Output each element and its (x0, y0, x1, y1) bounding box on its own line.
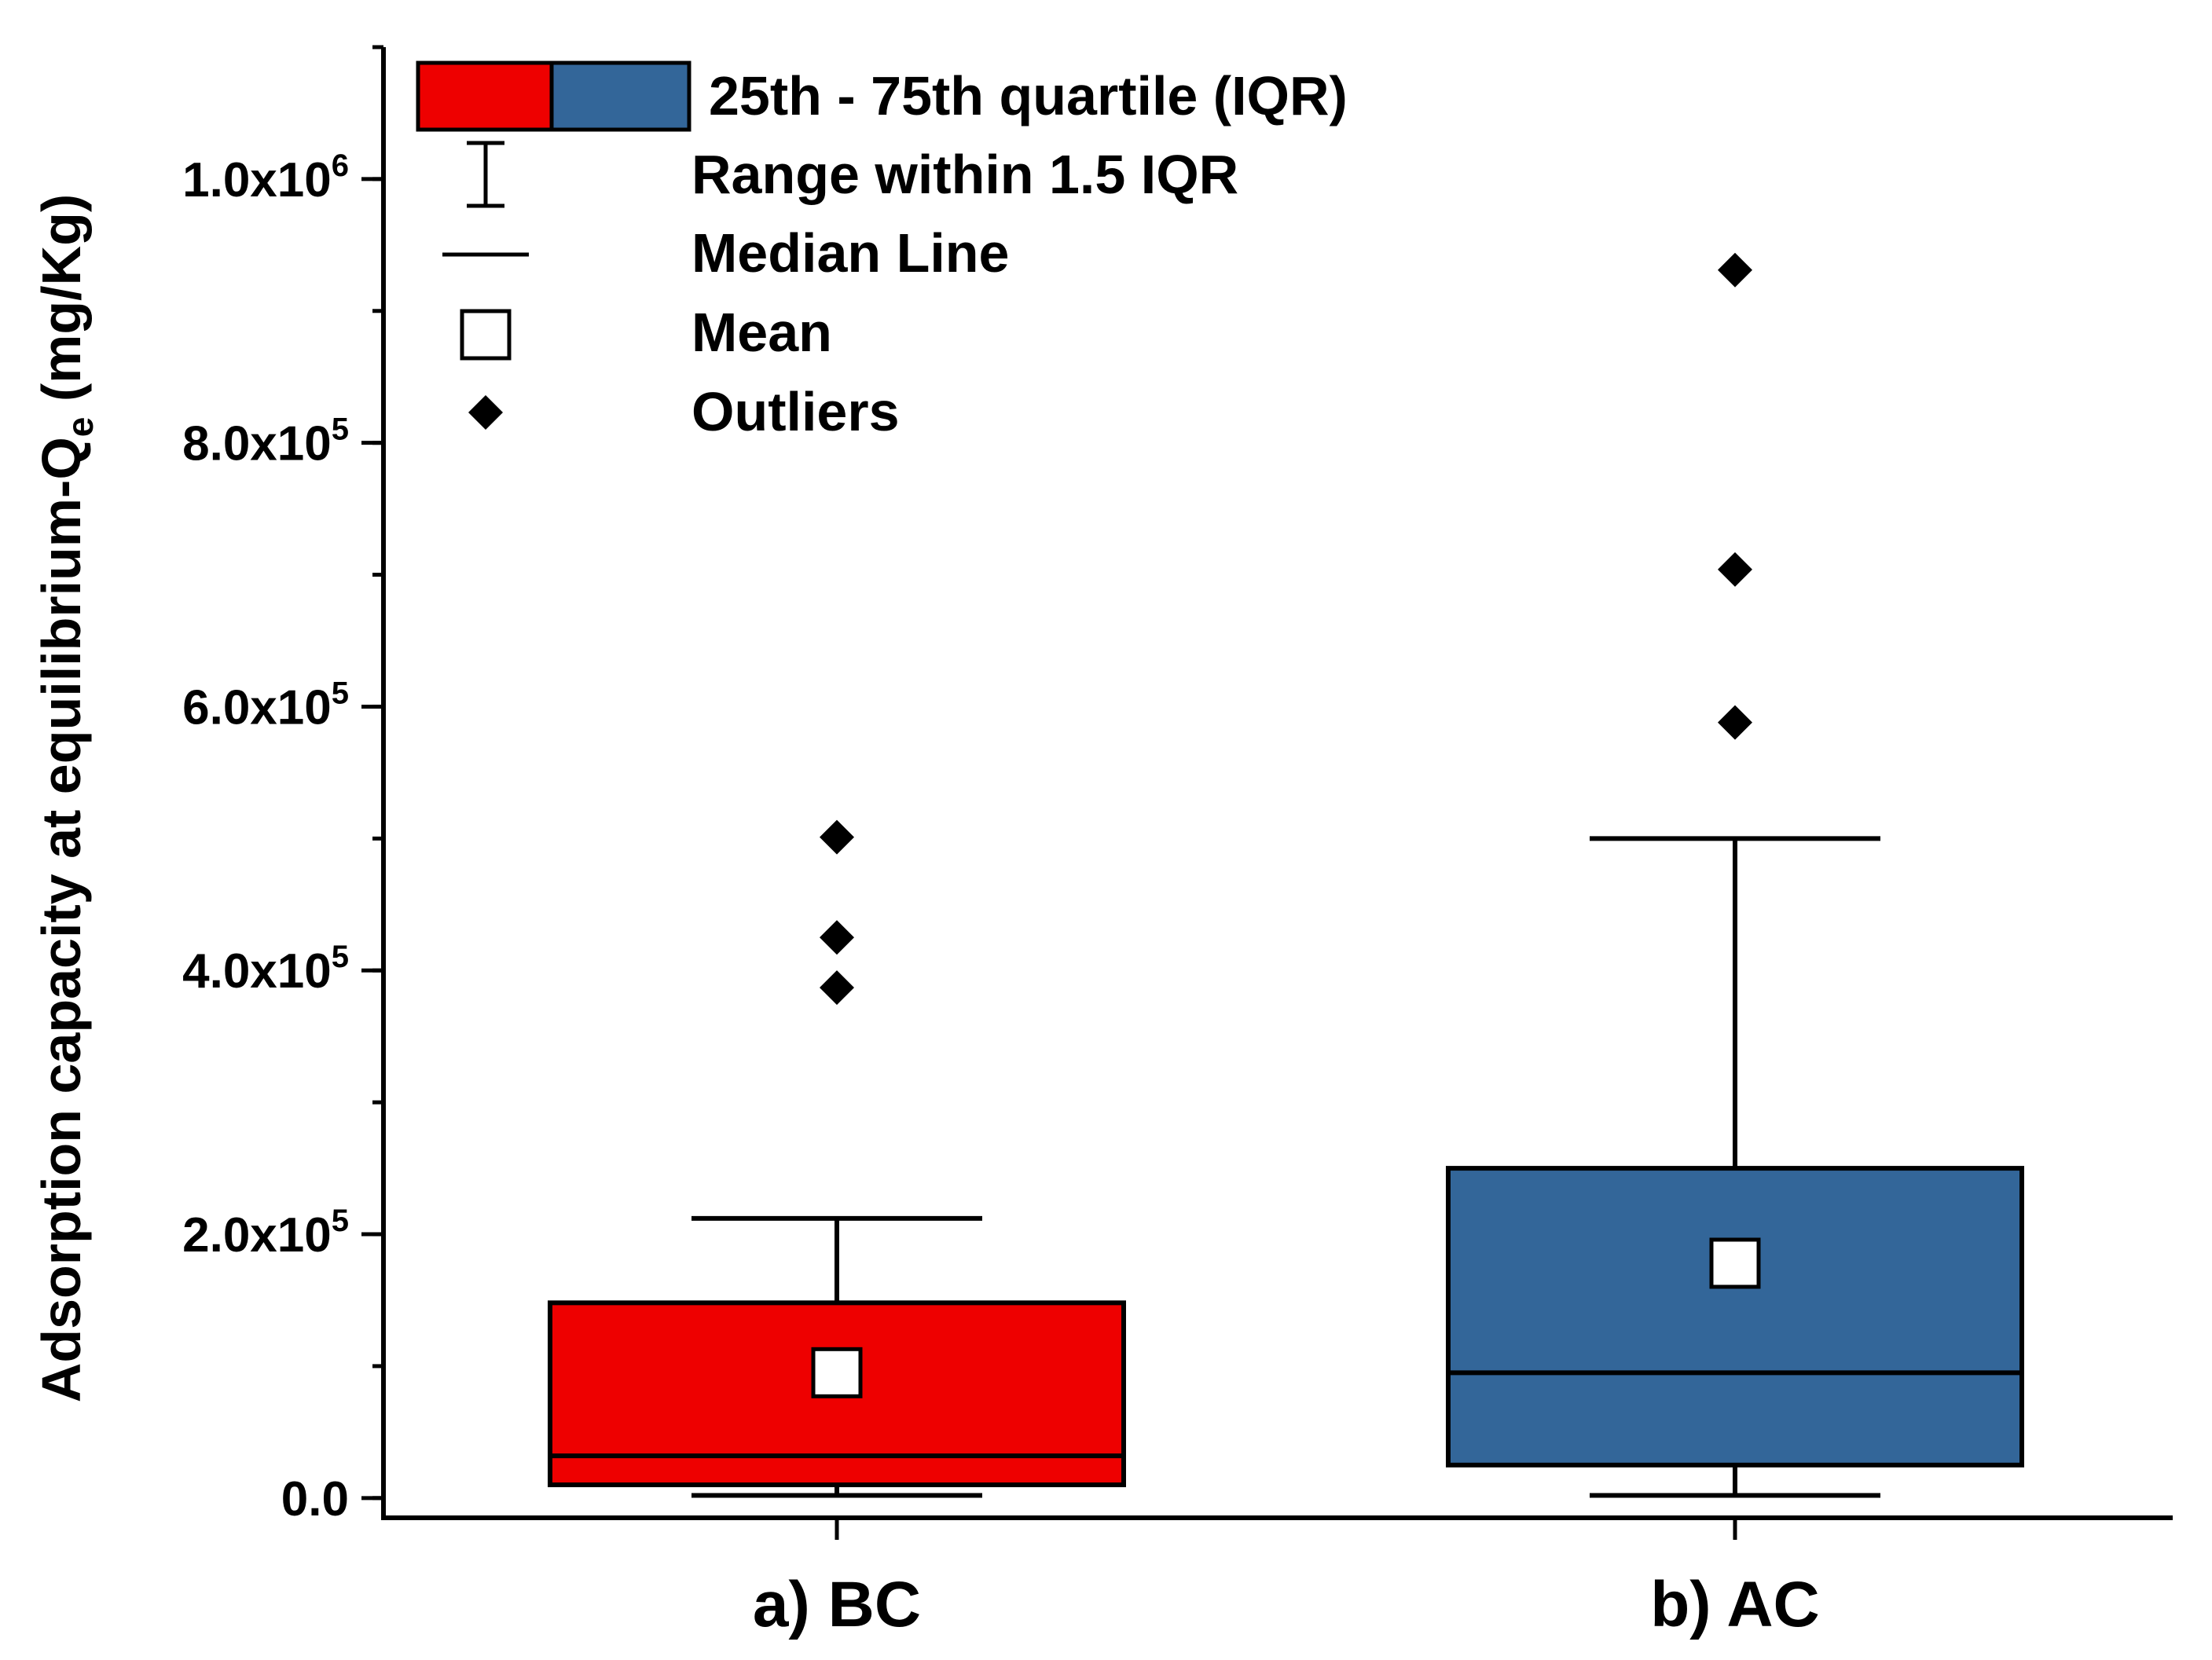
y-tick-label: 1.0x106 (182, 148, 349, 207)
legend-label: Median Line (691, 222, 1009, 284)
x-tick-label: a) BC (753, 1569, 921, 1640)
outlier-point (1718, 252, 1752, 288)
outlier-point (820, 819, 854, 855)
legend-outlier-symbol (468, 395, 503, 430)
box-group-ac (1446, 252, 2024, 1498)
legend-swatch-bc (416, 60, 554, 132)
outlier-point (1718, 552, 1752, 587)
mean-marker (1709, 1237, 1761, 1289)
y-tick-label: 4.0x105 (182, 940, 349, 999)
y-tick-label: 2.0x105 (182, 1204, 349, 1262)
y-tick-label: 0.0 (281, 1472, 349, 1526)
y-tick-label: 6.0x105 (182, 676, 349, 735)
legend-label: Mean (691, 302, 832, 363)
outlier-point (820, 920, 854, 955)
legend-mean-symbol (460, 309, 512, 361)
iqr-box (1446, 1166, 2024, 1468)
outlier-point (1718, 705, 1752, 740)
x-tick-label: b) AC (1650, 1569, 1820, 1640)
legend-swatch-ac (549, 60, 691, 132)
legend-label: Range within 1.5 IQR (691, 144, 1238, 205)
y-axis-title: Adsorption capacity at equilibrium-Qe (m… (31, 194, 101, 1402)
outlier-point (820, 970, 854, 1006)
mean-marker (811, 1347, 863, 1398)
y-tick-label: 8.0x105 (182, 412, 349, 471)
box-group-bc (548, 819, 1126, 1498)
boxes (548, 252, 2024, 1498)
legend-label: Outliers (691, 381, 900, 442)
axes: 0.0 2.0x105 4.0x105 6.0x105 8.0x105 1.0x106 a)… (31, 45, 2173, 1640)
legend: 25th - 75th quartile (IQR) Range within 1… (416, 60, 1348, 442)
legend-label: 25th - 75th quartile (IQR) (709, 65, 1348, 126)
